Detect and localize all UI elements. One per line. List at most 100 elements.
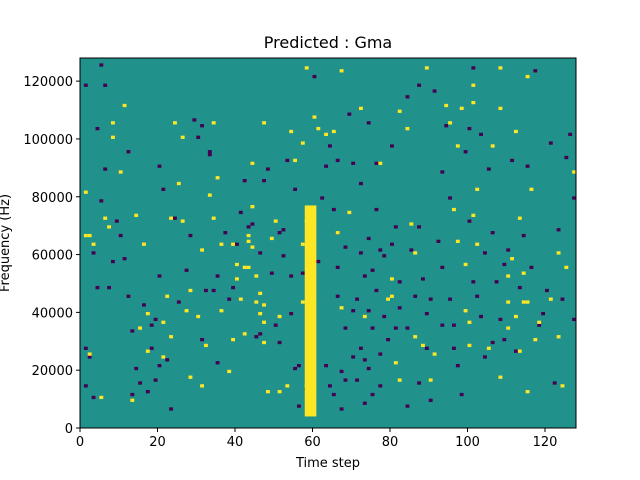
x-tick-label: 40 <box>227 435 244 450</box>
heatmap-cell-high <box>207 193 212 197</box>
heatmap-cell-low <box>289 274 294 278</box>
heatmap-cell-high <box>200 384 205 388</box>
heatmap-cell-high <box>188 288 193 293</box>
heatmap-cell-low <box>300 271 305 275</box>
heatmap-cell-high <box>277 314 282 319</box>
heatmap-cell-low <box>548 141 553 145</box>
heatmap-cell-high <box>525 300 530 304</box>
heatmap-cell-low <box>111 259 115 264</box>
heatmap-cell-low <box>517 285 522 290</box>
heatmap-cell-high <box>467 343 472 348</box>
heatmap-cell-low <box>397 280 402 284</box>
heatmap-cell-high <box>107 225 112 229</box>
heatmap-cell-low <box>215 361 220 365</box>
heatmap-cell-low <box>374 207 379 212</box>
heatmap-cell-high <box>506 326 511 330</box>
heatmap-cell-low <box>351 161 356 165</box>
heatmap-cell-high <box>390 277 394 281</box>
heatmap-cell-low <box>262 179 267 183</box>
heatmap-cell-low <box>424 311 429 316</box>
heatmap-cell-high <box>537 320 542 324</box>
heatmap-cell-low <box>568 132 573 137</box>
heatmap-cell-high <box>262 320 267 324</box>
heatmap-cell-low <box>359 346 363 350</box>
heatmap-cell-low <box>483 355 487 359</box>
heatmap-cell-low <box>502 337 507 342</box>
heatmap-cell-low <box>467 219 472 223</box>
heatmap-cell-high <box>246 239 251 243</box>
heatmap-cell-low <box>560 297 565 301</box>
heatmap-cell-low <box>479 132 484 137</box>
heatmap-cell-high <box>231 242 236 246</box>
heatmap-cell-high <box>300 300 305 304</box>
heatmap-cell-low <box>192 118 197 122</box>
heatmap-cell-high <box>339 306 344 310</box>
heatmap-cell-low <box>142 303 146 307</box>
heatmap-cell-low <box>130 329 135 333</box>
heatmap-cell-low <box>359 251 363 255</box>
heatmap-cell-low <box>91 395 96 400</box>
heatmap-cell-high <box>165 294 170 298</box>
heatmap-cell-low <box>200 337 205 342</box>
heatmap-cell-low <box>227 297 232 301</box>
heatmap-cell-low <box>564 155 569 160</box>
heatmap-cell-high <box>560 384 565 388</box>
heatmap-cell-high <box>142 242 146 246</box>
heatmap-cell-low <box>328 384 332 388</box>
heatmap-cell-high <box>444 103 449 108</box>
heatmap-cell-low <box>316 259 321 264</box>
heatmap-cell-low <box>324 164 329 168</box>
heatmap-cell-high <box>556 335 561 339</box>
heatmap-cell-high <box>111 121 115 125</box>
heatmap-band <box>304 205 317 417</box>
heatmap-cell-low <box>165 358 170 362</box>
heatmap-cell-high <box>273 219 278 223</box>
heatmap-cell-low <box>448 297 453 301</box>
heatmap-cell-high <box>463 262 468 267</box>
heatmap-cell-high <box>258 291 263 296</box>
heatmap-cell-low <box>293 187 298 191</box>
heatmap-cell-high <box>572 170 577 174</box>
heatmap-cell-low <box>452 346 456 350</box>
heatmap-cell-high <box>525 74 530 79</box>
x-tick-label: 100 <box>455 435 480 450</box>
heatmap-cell-low <box>475 294 480 298</box>
heatmap-cell-low <box>95 126 100 131</box>
heatmap-cell-high <box>324 132 329 137</box>
heatmap-cell-high <box>517 349 522 353</box>
heatmap-cell-high <box>556 251 561 255</box>
heatmap-cell-low <box>99 199 104 203</box>
heatmap-cell-high <box>180 135 185 139</box>
heatmap-cell-low <box>339 369 344 374</box>
heatmap-cell-high <box>161 320 166 324</box>
heatmap-cell-low <box>83 83 88 87</box>
heatmap-cells <box>83 63 577 417</box>
heatmap-cell-low <box>153 378 158 382</box>
heatmap-cell-high <box>235 277 239 281</box>
y-axis-label: Frequency (Hz) <box>0 194 13 292</box>
heatmap-cell-low <box>390 144 394 148</box>
heatmap-cell-low <box>246 225 251 229</box>
heatmap-cell-low <box>533 69 538 73</box>
heatmap-cell-low <box>277 231 282 235</box>
heatmap-cell-high <box>397 378 402 382</box>
heatmap-cell-low <box>417 381 422 385</box>
heatmap-cell-low <box>432 89 437 93</box>
heatmap-cell-high <box>246 265 251 270</box>
heatmap-cell-high <box>200 248 205 252</box>
heatmap-cell-low <box>417 83 422 87</box>
heatmap-cell-low <box>126 294 131 298</box>
heatmap-cell-low <box>215 274 220 278</box>
heatmap-cell-high <box>525 390 530 394</box>
heatmap-cell-high <box>300 242 305 246</box>
heatmap-cell-low <box>157 274 162 278</box>
heatmap-cell-low <box>328 144 332 148</box>
heatmap-cell-high <box>335 231 340 235</box>
heatmap-cell-high <box>471 100 476 105</box>
x-axis: 0 20 40 60 80 100 120 <box>76 428 557 450</box>
heatmap-cell-high <box>266 390 270 394</box>
heatmap-cell-low <box>479 314 484 319</box>
heatmap-cell-low <box>107 285 112 290</box>
heatmap-cell-low <box>289 311 294 316</box>
heatmap-cell-low <box>355 297 360 301</box>
